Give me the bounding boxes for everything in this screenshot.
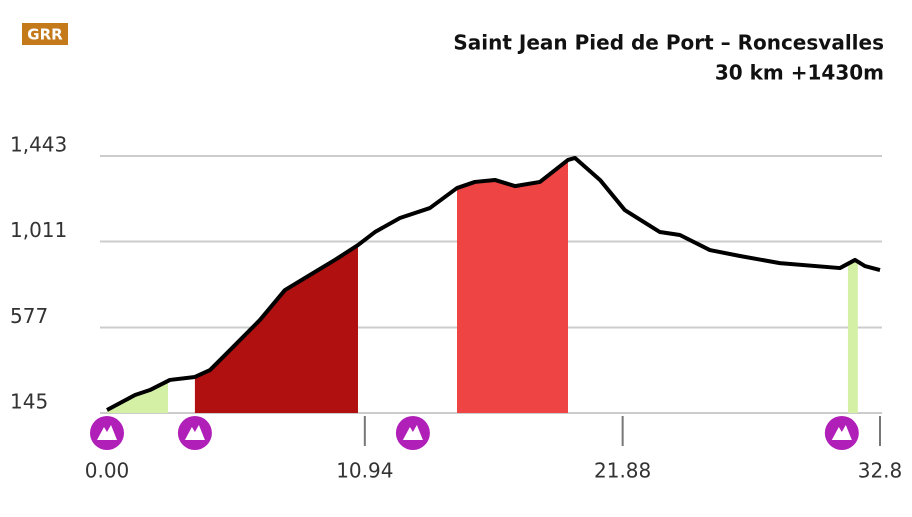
y-tick-label: 577 bbox=[10, 304, 48, 328]
x-tick-label: 0.00 bbox=[85, 459, 130, 483]
x-tick-label: 21.88 bbox=[594, 459, 651, 483]
y-tick-label: 145 bbox=[10, 390, 48, 414]
x-tick-label: 10.94 bbox=[336, 459, 393, 483]
x-tick-label: 32.8 bbox=[858, 459, 903, 483]
marker-icon bbox=[831, 425, 852, 440]
marker-icon bbox=[402, 425, 423, 440]
summit-marker bbox=[90, 416, 124, 450]
elevation-line bbox=[106, 155, 881, 412]
summit-marker bbox=[824, 416, 859, 450]
logo: GRR bbox=[27, 26, 63, 44]
chart-subtitle: 30 km +1430m bbox=[715, 61, 884, 85]
marker-icon bbox=[184, 425, 205, 440]
marker-icon bbox=[97, 425, 117, 440]
logo-box bbox=[22, 23, 68, 45]
elevation-band bbox=[456, 159, 568, 413]
summit-marker bbox=[395, 416, 430, 450]
elevation-band bbox=[847, 259, 858, 413]
y-tick-label: 1,011 bbox=[10, 218, 67, 242]
summit-marker bbox=[177, 416, 212, 450]
elevation-band bbox=[194, 245, 358, 413]
chart-title: Saint Jean Pied de Port – Roncesvalles bbox=[453, 31, 884, 55]
y-tick-label: 1,443 bbox=[10, 133, 67, 157]
